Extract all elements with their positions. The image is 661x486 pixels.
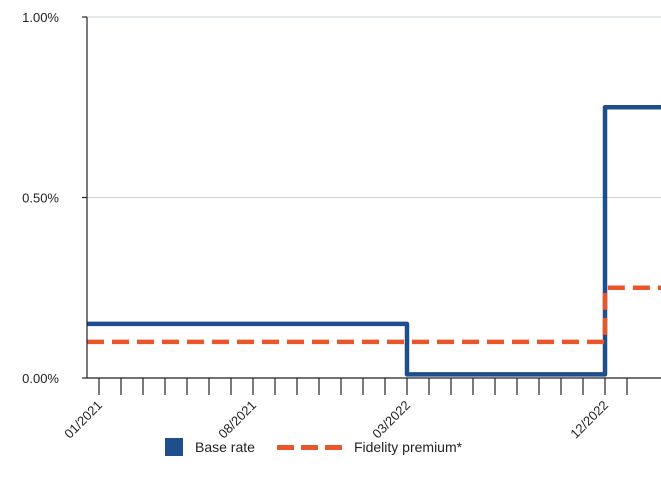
- legend-label-base-rate: Base rate: [195, 439, 255, 455]
- x-tick-label-1: 08/2021: [215, 398, 259, 442]
- y-tick-label-0: 0.00%: [22, 371, 59, 386]
- legend-swatch-base-rate: [165, 438, 183, 456]
- x-tick-label-0: 01/2021: [61, 398, 105, 442]
- series-line-1: [87, 285, 661, 345]
- series-layer: [87, 105, 661, 377]
- legend-item-fidelity-premium[interactable]: Fidelity premium*: [276, 439, 463, 455]
- legend-item-base-rate[interactable]: Base rate: [165, 438, 255, 456]
- x-ticks: 01/2021 08/2021 03/2022 12/2022: [61, 378, 628, 442]
- y-ticks: 0.00% 0.50% 1.00%: [22, 10, 87, 386]
- y-tick-label-2: 1.00%: [22, 10, 59, 25]
- x-tick-label-2: 03/2022: [369, 398, 413, 442]
- x-tick-label-3: 12/2022: [567, 398, 611, 442]
- legend: Base rate Fidelity premium*: [165, 438, 484, 456]
- legend-swatch-fidelity-premium: [276, 444, 342, 450]
- series-line-0: [87, 105, 661, 377]
- legend-label-fidelity-premium: Fidelity premium*: [353, 439, 463, 455]
- grid-lines: [87, 16, 661, 198]
- y-tick-label-1: 0.50%: [22, 191, 59, 206]
